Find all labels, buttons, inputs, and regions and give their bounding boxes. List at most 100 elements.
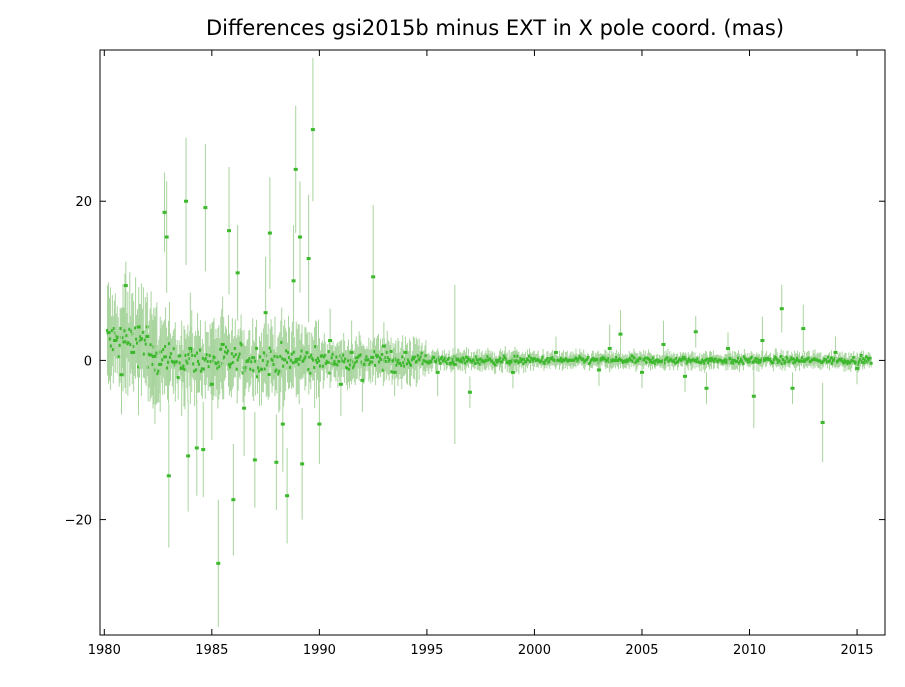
data-point xyxy=(332,362,336,366)
data-point xyxy=(185,359,189,363)
data-point xyxy=(540,358,544,362)
data-point xyxy=(280,340,284,344)
data-point xyxy=(628,356,632,360)
data-point xyxy=(860,360,864,364)
x-tick-label: 2000 xyxy=(518,643,551,658)
data-point xyxy=(169,352,173,356)
data-point xyxy=(192,362,196,366)
data-point xyxy=(202,367,206,371)
data-point xyxy=(466,359,470,363)
data-point xyxy=(786,357,790,361)
data-point xyxy=(293,167,298,171)
data-point xyxy=(474,355,478,359)
data-point xyxy=(627,358,631,362)
data-point xyxy=(369,360,373,364)
data-point xyxy=(172,347,176,351)
data-point xyxy=(662,359,666,363)
data-point xyxy=(762,359,766,363)
data-point xyxy=(827,355,831,359)
data-point xyxy=(868,356,872,360)
data-point xyxy=(388,357,392,361)
data-point xyxy=(216,366,220,370)
data-point xyxy=(255,346,259,350)
data-point xyxy=(160,350,164,354)
data-point xyxy=(178,361,182,365)
data-point xyxy=(416,354,420,358)
data-point xyxy=(260,367,264,371)
x-tick-label: 2010 xyxy=(733,643,766,658)
data-point xyxy=(652,359,656,363)
data-point xyxy=(241,371,245,375)
data-point xyxy=(223,355,227,359)
data-point xyxy=(653,362,657,366)
data-point xyxy=(326,360,330,364)
data-point xyxy=(706,357,710,361)
data-point xyxy=(459,359,463,363)
data-point xyxy=(129,343,133,347)
data-point xyxy=(473,361,477,365)
data-point xyxy=(273,354,277,358)
data-point xyxy=(349,350,354,354)
data-point xyxy=(137,339,141,343)
data-point xyxy=(392,370,397,374)
data-point xyxy=(783,361,787,365)
data-point xyxy=(497,359,501,363)
data-point xyxy=(231,498,236,502)
data-point xyxy=(360,378,365,382)
data-point xyxy=(328,371,332,375)
data-point xyxy=(840,357,844,361)
data-point xyxy=(477,358,481,362)
data-point xyxy=(162,348,166,352)
data-point xyxy=(122,340,126,344)
data-point xyxy=(341,359,345,363)
data-point xyxy=(213,356,217,360)
data-point xyxy=(252,369,256,373)
data-point xyxy=(251,356,255,360)
data-point xyxy=(179,354,183,358)
data-point xyxy=(502,354,506,358)
data-point xyxy=(258,355,262,359)
data-point xyxy=(721,361,725,365)
data-point xyxy=(496,360,500,364)
data-point xyxy=(708,357,712,361)
data-point xyxy=(807,356,811,360)
data-point xyxy=(504,357,508,361)
data-point xyxy=(760,339,765,343)
data-point xyxy=(299,355,303,359)
data-point xyxy=(794,360,798,364)
data-point xyxy=(394,358,398,362)
data-point xyxy=(373,350,377,354)
data-point xyxy=(596,358,600,362)
data-point xyxy=(618,332,623,336)
data-point xyxy=(149,343,153,347)
data-point xyxy=(292,350,296,354)
data-point xyxy=(146,365,150,369)
data-point xyxy=(588,361,592,365)
data-point xyxy=(825,358,829,362)
data-point xyxy=(374,363,378,367)
data-point xyxy=(133,350,137,354)
data-point xyxy=(403,350,408,354)
data-point xyxy=(859,354,863,358)
data-point xyxy=(503,355,507,359)
data-point xyxy=(415,359,419,363)
data-point xyxy=(600,358,604,362)
data-point xyxy=(242,406,247,410)
data-point xyxy=(402,361,406,365)
data-point xyxy=(606,358,610,362)
data-point xyxy=(328,339,333,343)
data-point xyxy=(607,346,612,350)
data-point xyxy=(427,361,431,365)
data-point xyxy=(853,360,857,364)
data-point xyxy=(501,357,505,361)
data-point xyxy=(756,357,760,361)
data-point xyxy=(410,358,414,362)
data-point xyxy=(121,336,125,340)
data-point xyxy=(263,311,268,315)
data-point xyxy=(272,362,276,366)
data-point xyxy=(370,355,374,359)
data-point xyxy=(203,358,207,362)
data-point xyxy=(680,358,684,362)
data-point xyxy=(596,368,601,372)
data-point xyxy=(452,360,456,364)
